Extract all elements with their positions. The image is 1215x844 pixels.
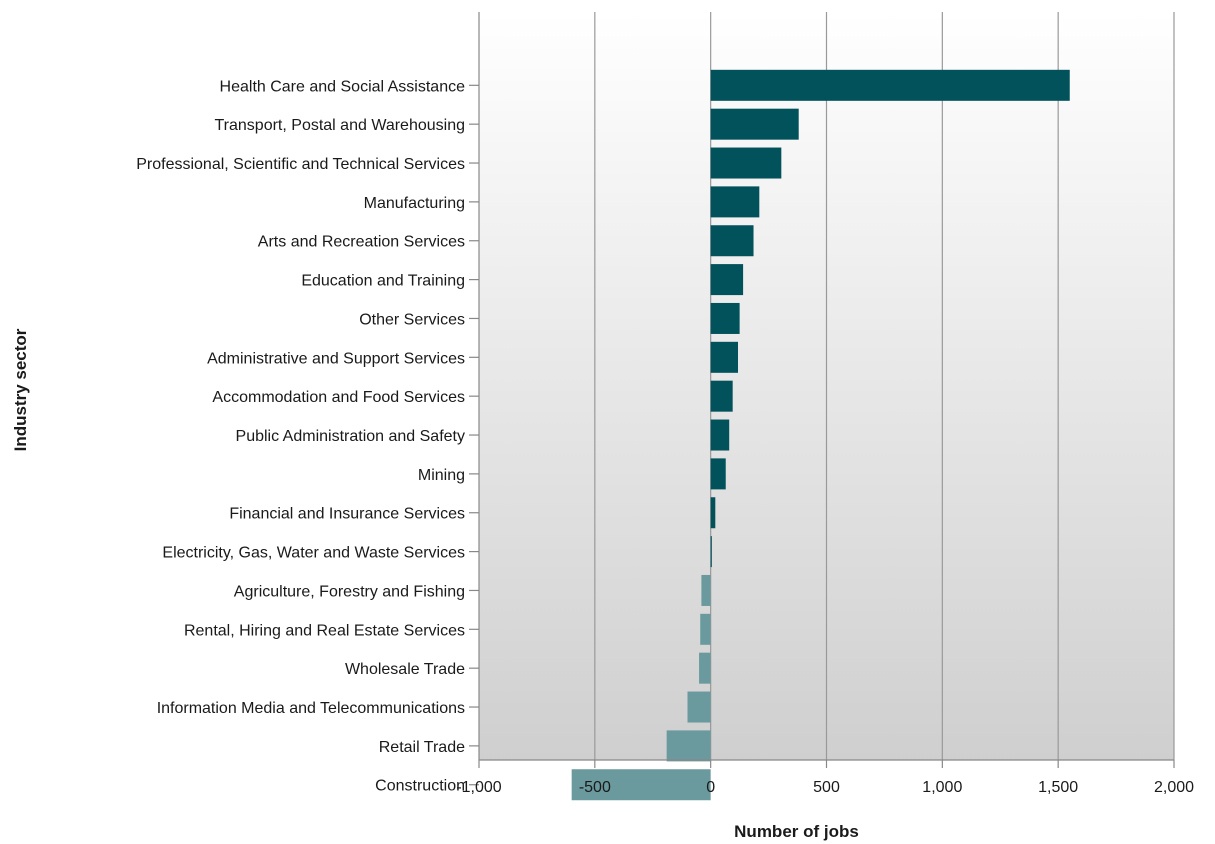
category-label: Agriculture, Forestry and Fishing (234, 583, 465, 600)
bar (710, 186, 760, 218)
x-tick-label: -1,000 (456, 779, 501, 796)
category-label: Mining (418, 467, 465, 484)
axes (469, 12, 1175, 786)
bar (710, 419, 730, 451)
x-axis-title: Number of jobs (734, 822, 859, 841)
x-tick-label: 500 (813, 779, 840, 796)
x-tick-label: 2,000 (1154, 779, 1194, 796)
x-tick-label: 1,000 (922, 779, 962, 796)
category-label: Administrative and Support Services (207, 350, 465, 367)
category-label: Professional, Scientific and Technical S… (136, 156, 465, 173)
bar (710, 536, 712, 568)
bar (700, 613, 711, 645)
x-tick-label: 1,500 (1038, 779, 1078, 796)
category-label: Retail Trade (379, 739, 465, 756)
bar (710, 69, 1070, 101)
bar (710, 341, 739, 373)
category-label: Financial and Insurance Services (229, 506, 465, 523)
bar (710, 108, 799, 140)
bar (687, 691, 711, 723)
category-label: Information Media and Telecommunications (157, 700, 465, 717)
bar (666, 730, 711, 762)
bar (710, 380, 733, 412)
bar (710, 497, 716, 529)
bar (571, 769, 711, 801)
bar (710, 225, 754, 257)
category-label: Construction (375, 778, 465, 795)
category-label: Other Services (359, 311, 465, 328)
category-label: Education and Training (301, 273, 465, 290)
category-label: Rental, Hiring and Real Estate Services (184, 622, 465, 639)
category-label: Public Administration and Safety (236, 428, 465, 445)
bar (710, 264, 744, 296)
bar (710, 458, 726, 490)
bars (571, 69, 1070, 801)
category-label: Electricity, Gas, Water and Waste Servic… (162, 545, 465, 562)
bar (710, 147, 782, 179)
category-label: Transport, Postal and Warehousing (215, 117, 466, 134)
category-label: Health Care and Social Assistance (220, 78, 466, 95)
category-label: Arts and Recreation Services (258, 234, 465, 251)
category-label: Manufacturing (364, 195, 465, 212)
bar (710, 302, 740, 334)
y-axis-title: Industry sector (11, 328, 30, 451)
bar (699, 652, 711, 684)
category-label: Wholesale Trade (345, 661, 465, 678)
x-tick-label: 0 (706, 779, 715, 796)
labels: -1,000 -500 0 500 1,000 1,500 2,000 Health Care… (136, 78, 1194, 796)
bar (701, 574, 711, 606)
category-label: Accommodation and Food Services (212, 389, 465, 406)
x-tick-label: -500 (579, 779, 611, 796)
